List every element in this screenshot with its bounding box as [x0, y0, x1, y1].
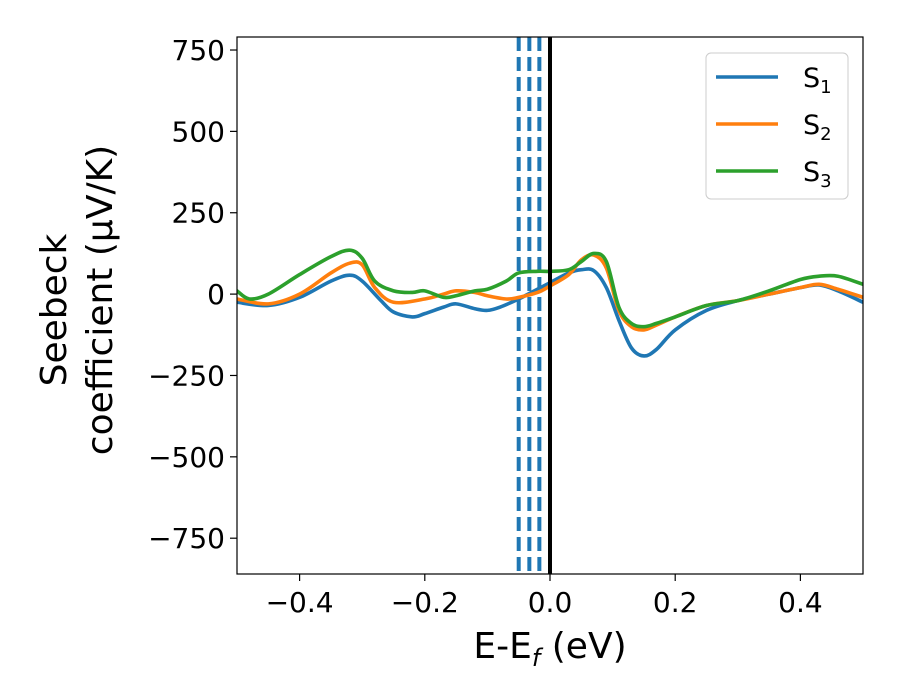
y-tick-label: 500 — [172, 115, 225, 148]
y-tick-label: 750 — [172, 34, 225, 67]
y-tick-label: 250 — [172, 197, 225, 230]
y-axis-title-line1: Seebeck — [34, 233, 75, 386]
x-tick-label: 0.0 — [528, 586, 573, 619]
legend: S1 S2 S3 — [705, 52, 849, 200]
x-axis-title-unit: (eV) — [540, 626, 626, 667]
plot-area — [236, 36, 864, 575]
x-axis-title: E-Ef (eV) — [473, 626, 626, 672]
y-axis-title-line2: coefficient (μV/K) — [80, 145, 121, 455]
x-tick-label: −0.2 — [391, 586, 459, 619]
y-tick-label: −750 — [148, 522, 225, 555]
x-axis-title-main: E-E — [473, 626, 531, 667]
ticks-layer: −0.4 −0.2 0.0 0.2 0.4 750 500 250 0 −250 −500 −750 — [148, 34, 823, 619]
x-tick-label: 0.2 — [653, 586, 698, 619]
data-layer — [237, 37, 863, 574]
legend-label-s3: S3 — [803, 157, 832, 192]
series-line-s3 — [237, 248, 863, 329]
legend-label-s2: S2 — [803, 110, 832, 145]
y-tick-label: 0 — [207, 278, 225, 311]
legend-label-s1: S1 — [803, 63, 832, 98]
y-tick-label: −250 — [148, 359, 225, 392]
legend-items: S1 S2 S3 — [716, 63, 832, 192]
x-tick-label: 0.4 — [778, 586, 823, 619]
x-tick-label: −0.4 — [266, 586, 334, 619]
legend-box — [705, 52, 849, 200]
series-group — [237, 37, 863, 574]
y-tick-label: −500 — [148, 441, 225, 474]
